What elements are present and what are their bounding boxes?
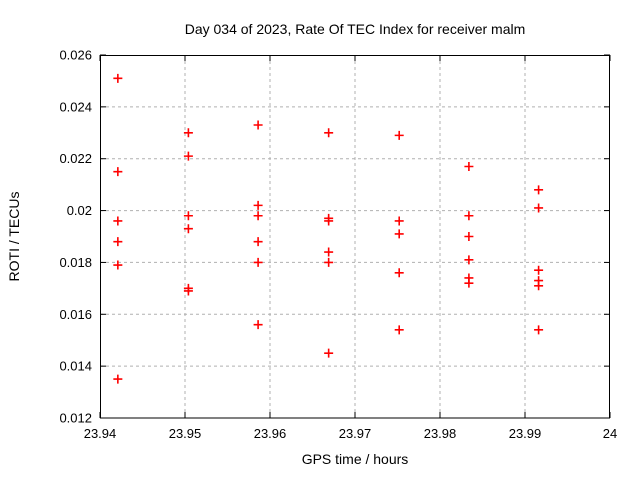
gridlines <box>100 55 610 418</box>
data-point <box>183 151 193 161</box>
x-tick-label: 23.97 <box>339 426 372 441</box>
data-point <box>324 216 334 226</box>
y-tick-label: 0.024 <box>59 99 92 114</box>
x-tick-label: 23.96 <box>254 426 287 441</box>
data-point <box>534 265 544 275</box>
plot-border <box>100 55 610 419</box>
data-point <box>324 247 334 257</box>
data-point <box>534 325 544 335</box>
data-point <box>534 185 544 195</box>
x-tick-label: 23.98 <box>424 426 457 441</box>
data-point <box>324 257 334 267</box>
x-tick-labels: 23.94 23.95 23.96 23.97 23.98 23.99 24 <box>84 426 618 441</box>
data-point <box>113 73 123 83</box>
data-point <box>464 278 474 288</box>
y-tick-label: 0.026 <box>59 48 92 63</box>
data-point <box>464 211 474 221</box>
data-point <box>183 128 193 138</box>
data-point <box>464 255 474 265</box>
chart-title: Day 034 of 2023, Rate Of TEC Index for r… <box>185 21 526 37</box>
y-tick-label: 0.02 <box>67 203 92 218</box>
data-point <box>324 348 334 358</box>
data-point <box>464 161 474 171</box>
data-points <box>113 73 544 384</box>
data-point <box>253 237 263 247</box>
y-tick-label: 0.014 <box>59 359 92 374</box>
x-tick-label: 24 <box>603 426 617 441</box>
data-point <box>394 325 404 335</box>
x-axis-label: GPS time / hours <box>302 451 409 467</box>
data-point <box>394 130 404 140</box>
data-point <box>113 216 123 226</box>
x-tick-label: 23.95 <box>169 426 202 441</box>
x-tick-label: 23.94 <box>84 426 117 441</box>
data-point <box>253 320 263 330</box>
data-point <box>113 374 123 384</box>
data-point <box>113 167 123 177</box>
data-point <box>253 211 263 221</box>
data-point <box>183 224 193 234</box>
data-point <box>183 286 193 296</box>
data-point <box>394 216 404 226</box>
y-tick-labels: 0.012 0.014 0.016 0.018 0.02 0.022 0.024 0.026 <box>59 48 92 426</box>
y-axis-label: ROTI / TECUs <box>6 192 22 282</box>
y-tick-label: 0.012 <box>59 411 92 426</box>
data-point <box>253 257 263 267</box>
data-point <box>534 203 544 213</box>
data-point <box>113 237 123 247</box>
data-point <box>534 281 544 291</box>
y-tick-label: 0.022 <box>59 151 92 166</box>
x-tick-label: 23.99 <box>509 426 542 441</box>
y-tick-label: 0.016 <box>59 307 92 322</box>
data-point <box>253 120 263 130</box>
data-point <box>113 260 123 270</box>
data-point <box>253 200 263 210</box>
y-tick-label: 0.018 <box>59 255 92 270</box>
data-point <box>394 268 404 278</box>
data-point <box>324 128 334 138</box>
data-point <box>464 232 474 241</box>
data-point <box>394 229 404 239</box>
data-point <box>183 211 193 221</box>
